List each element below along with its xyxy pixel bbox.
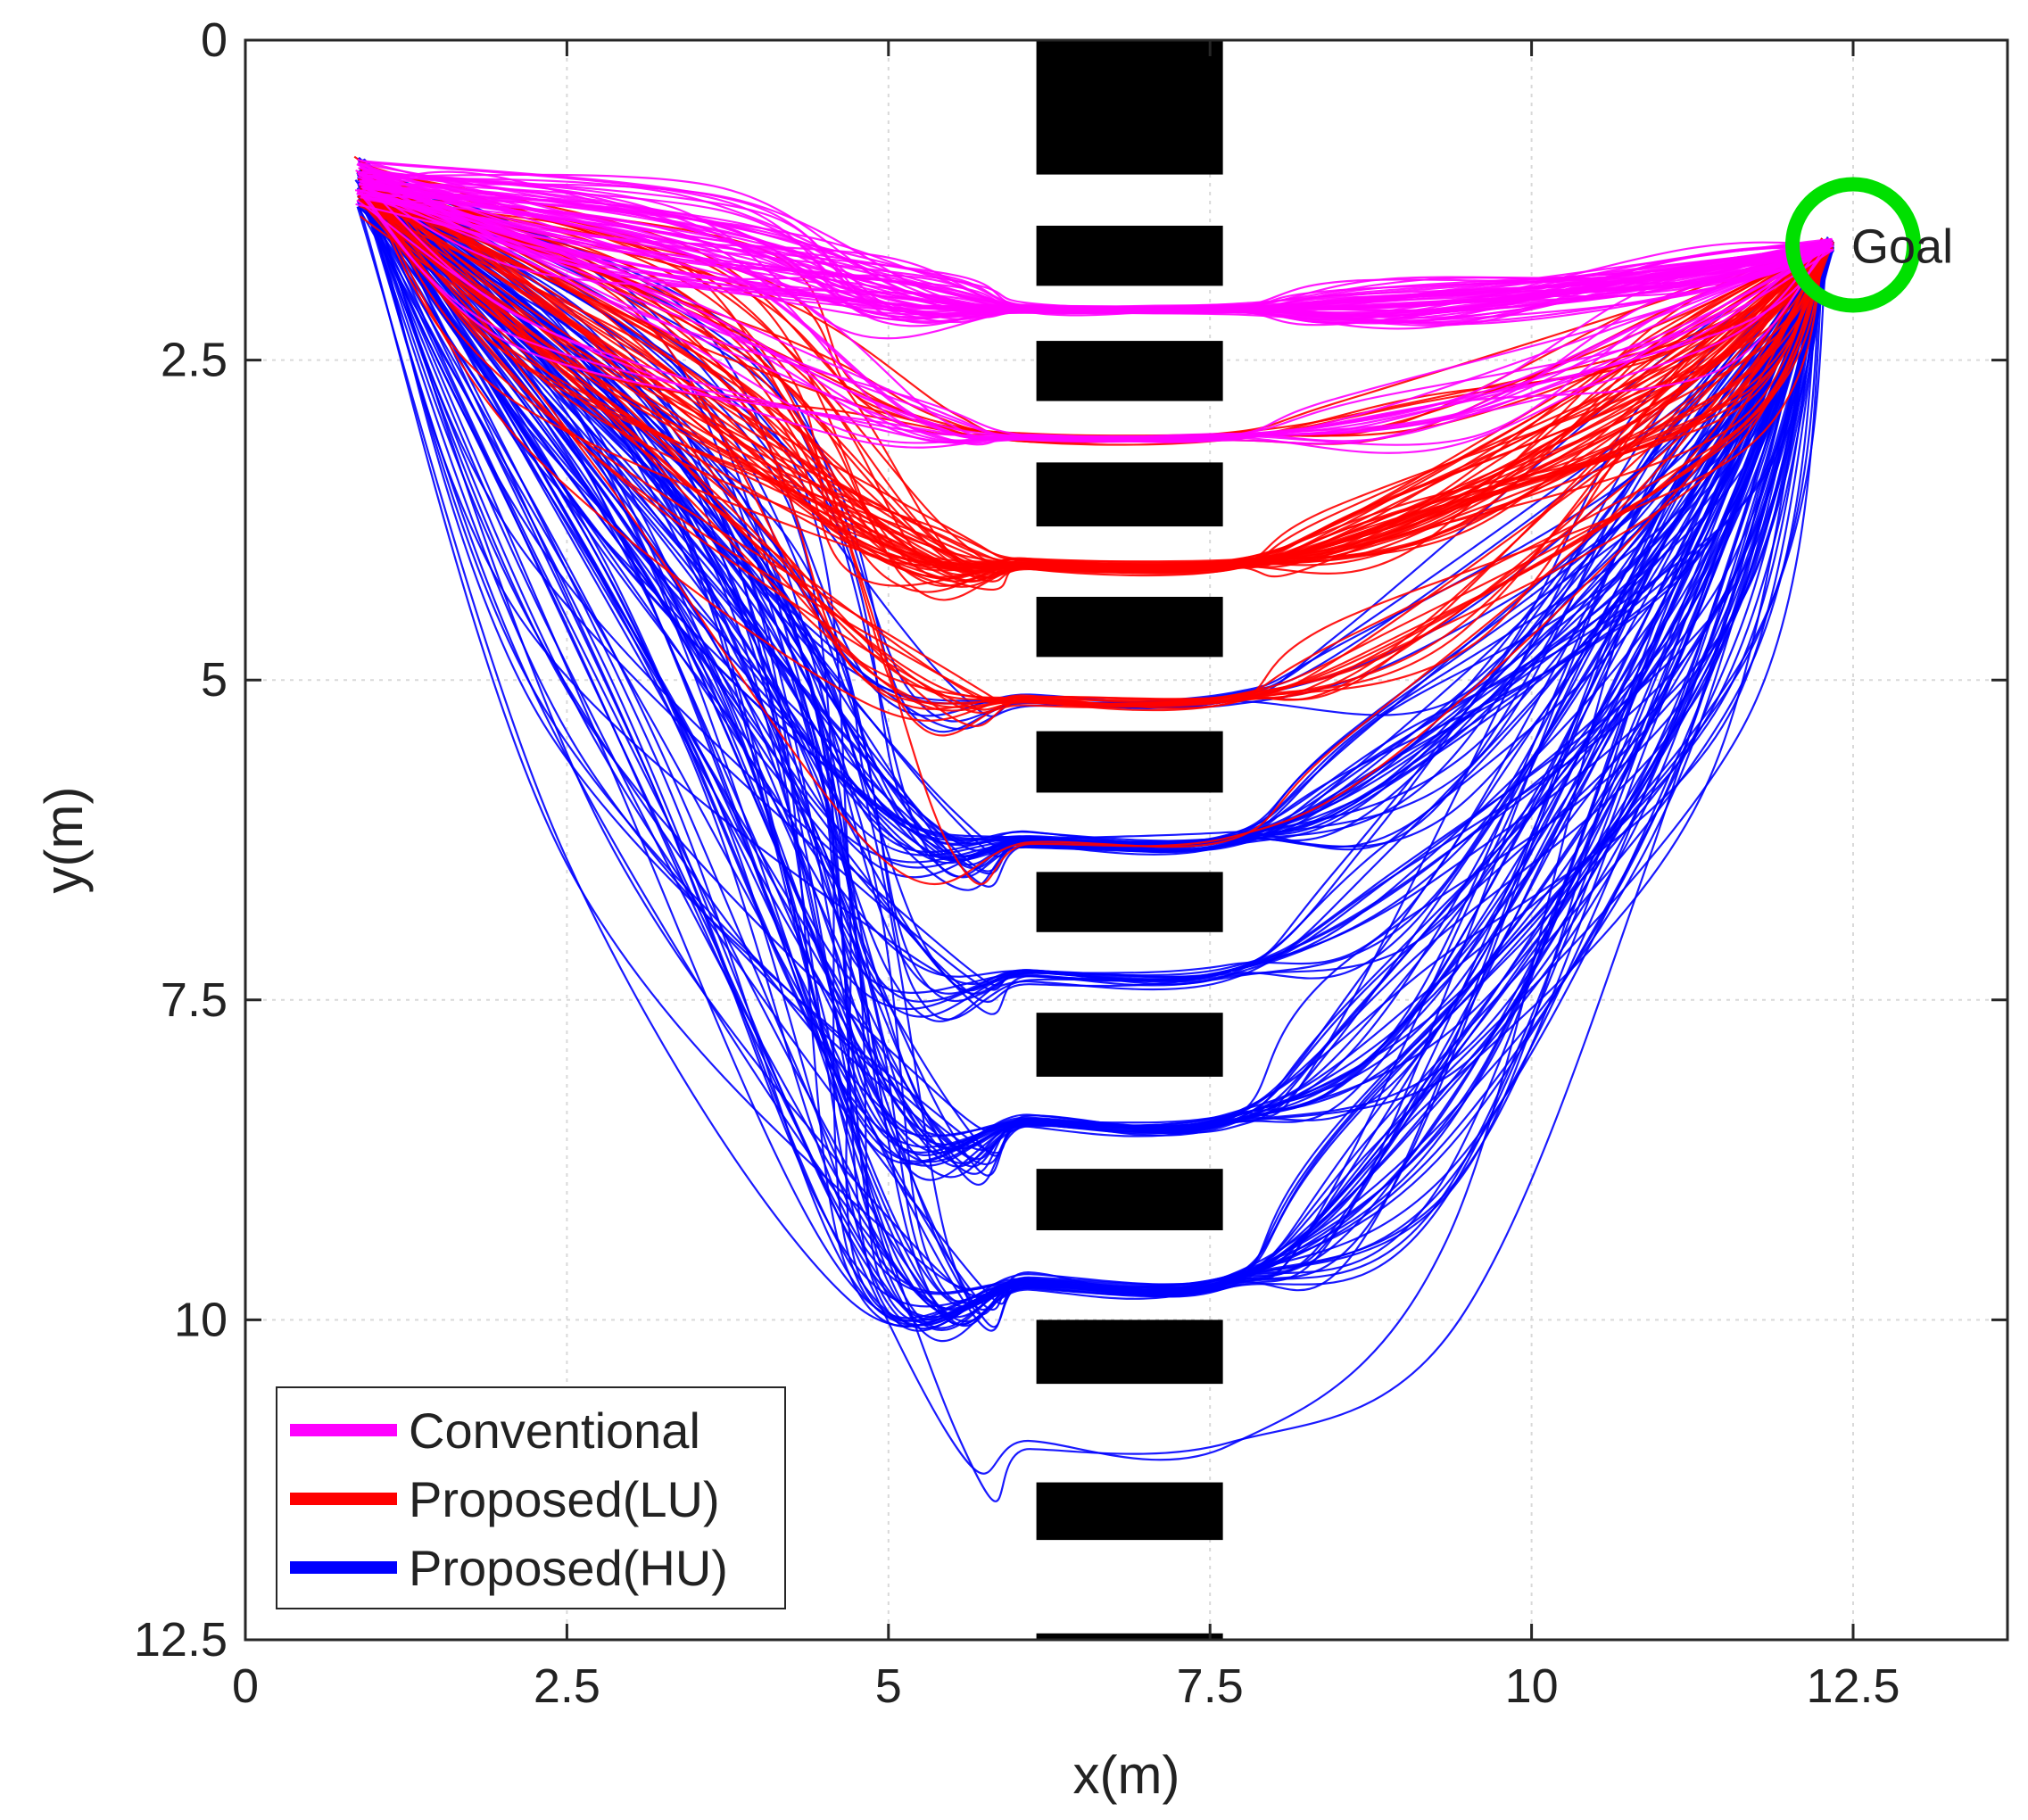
trajectory-line	[361, 170, 1826, 313]
trajectory-line	[360, 174, 1827, 994]
series-layer	[353, 155, 1835, 1502]
legend: Conventional Proposed(LU) Proposed(HU)	[276, 1386, 786, 1609]
trajectory-line	[356, 170, 1825, 727]
y-axis-label: y(m)	[34, 787, 94, 894]
obstacles	[1036, 40, 1223, 1640]
trajectory-line	[362, 188, 1831, 856]
goal-marker: Goal	[1785, 177, 1953, 313]
obstacle-block	[1036, 462, 1223, 527]
obstacle-block	[1036, 596, 1223, 658]
x-tick-label: 0	[232, 1659, 259, 1713]
trajectory-line	[359, 188, 1831, 1003]
trajectory-line	[357, 182, 1829, 859]
trajectory-line	[360, 160, 1833, 330]
x-axis-label: x(m)	[1073, 1745, 1180, 1805]
y-tick-label: 10	[174, 1293, 228, 1346]
trajectory-line	[362, 171, 1832, 864]
x-tick-label: 10	[1505, 1659, 1559, 1713]
y-tick-label: 7.5	[161, 973, 228, 1027]
trajectory-line	[356, 163, 1822, 317]
x-tick-label: 5	[875, 1659, 902, 1713]
trajectory-line	[357, 161, 1833, 318]
series-conventional	[354, 158, 1834, 454]
plot-frame	[244, 38, 2009, 1642]
trajectory-line	[364, 187, 1823, 1314]
obstacle-block	[1036, 1482, 1223, 1541]
trajectory-line	[361, 161, 1833, 580]
goal-label: Goal	[1851, 220, 1953, 274]
y-tick-label: 2.5	[161, 334, 228, 387]
obstacle-block	[1036, 225, 1223, 286]
trajectory-line	[365, 205, 1825, 981]
trajectory-line	[360, 203, 1825, 707]
obstacle-block	[1036, 1013, 1223, 1077]
trajectory-line	[363, 190, 1826, 454]
obstacle-block	[1036, 341, 1223, 401]
trajectory-line	[360, 163, 1827, 1295]
trajectory-line	[360, 198, 1829, 1328]
trajectory-line	[360, 215, 1825, 707]
obstacle-block	[1036, 1169, 1223, 1230]
legend-label: Proposed(HU)	[409, 1540, 728, 1596]
x-tick-label: 12.5	[1806, 1659, 1900, 1713]
trajectory-line	[357, 198, 1825, 575]
trajectory-line	[360, 186, 1824, 886]
obstacle-block	[1036, 1320, 1223, 1385]
y-tick-label: 12.5	[134, 1613, 228, 1667]
obstacle-block	[1036, 1633, 1223, 1640]
trajectory-line	[358, 174, 1826, 577]
trajectory-line	[363, 171, 1833, 845]
trajectory-line	[357, 188, 1833, 1305]
obstacle-block	[1036, 731, 1223, 793]
trajectory-line	[356, 192, 1823, 443]
trajectory-line	[362, 166, 1833, 886]
y-tick-label: 5	[201, 653, 228, 707]
x-tick-label: 2.5	[534, 1659, 600, 1713]
trajectory-line	[364, 178, 1831, 442]
obstacle-block	[1036, 40, 1223, 175]
goal-circle	[1785, 177, 1922, 313]
x-tick-label: 7.5	[1177, 1659, 1244, 1713]
legend-label: Proposed(LU)	[409, 1471, 720, 1527]
obstacle-block	[1036, 872, 1223, 932]
legend-label: Conventional	[409, 1402, 700, 1459]
trajectory-line	[358, 192, 1829, 323]
trajectory-line	[362, 187, 1829, 1168]
trajectory-line	[362, 176, 1825, 1154]
y-tick-label: 0	[201, 13, 228, 67]
